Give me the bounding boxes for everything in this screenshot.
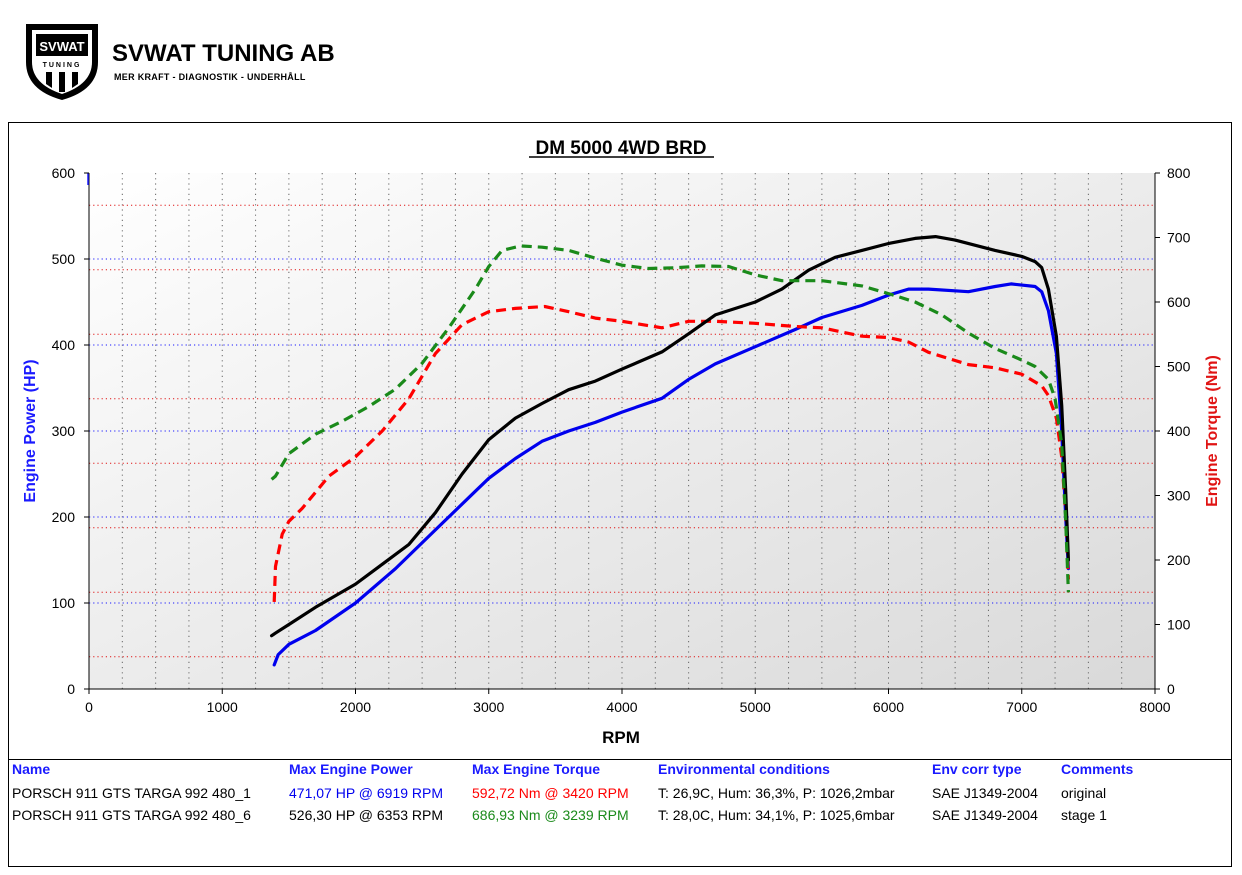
x-tick-label: 1000 <box>207 699 238 715</box>
axes: 0 1000 2000 3000 4000 5000 6000 7000 80000100200… <box>52 165 1191 715</box>
y2-tick-label: 500 <box>1167 359 1191 375</box>
header-max-power: Max Engine Power <box>289 761 413 777</box>
row1-comments: original <box>1061 785 1107 801</box>
logo-badge-bottom: TUNING <box>43 62 82 69</box>
row2-max-power: 526,30 HP @ 6353 RPM <box>289 807 444 823</box>
row1-name: PORSCH 911 GTS TARGA 992 480_1 <box>12 785 251 801</box>
row1-env: T: 26,9C, Hum: 36,3%, P: 1026,2mbar <box>658 785 895 801</box>
y-tick-label: 600 <box>52 165 76 181</box>
row1-max-torque: 592,72 Nm @ 3420 RPM <box>472 785 629 801</box>
dyno-chart-frame: 0 1000 2000 3000 4000 5000 6000 7000 8000 0 100 200… <box>8 122 1232 760</box>
header-comments: Comments <box>1061 761 1134 777</box>
y-tick-label: 500 <box>52 251 76 267</box>
x-tick-label: 6000 <box>873 699 904 715</box>
x-tick-label: 2000 <box>340 699 371 715</box>
plot-area <box>89 173 1155 689</box>
header-name: Name <box>12 761 51 777</box>
series-power-original <box>272 282 1070 667</box>
x-tick-label: 4000 <box>606 699 637 715</box>
x-tick-label: 5000 <box>740 699 771 715</box>
series-group <box>270 235 1070 667</box>
header-max-torque: Max Engine Torque <box>472 761 601 777</box>
y-tick-label: 0 <box>67 681 75 697</box>
x-tick-label: 7000 <box>1006 699 1037 715</box>
y-axis-label-power: Engine Power (HP) <box>22 359 39 502</box>
y2-tick-label: 300 <box>1167 488 1191 504</box>
row1-max-power: 471,07 HP @ 6919 RPM <box>289 785 444 801</box>
x-tick-label: 3000 <box>473 699 504 715</box>
y2-tick-label: 0 <box>1167 681 1175 697</box>
logo-company-name: SVWAT TUNING AB <box>112 40 335 67</box>
series-power-stage1 <box>270 235 1070 638</box>
y2-axis-label-torque: Engine Torque (Nm) <box>1204 355 1221 507</box>
logo-tagline: MER KRAFT - DIAGNOSTIK - UNDERHÅLL <box>114 72 306 82</box>
row2-comments: stage 1 <box>1061 807 1107 823</box>
y-tick-label: 200 <box>52 509 76 525</box>
row2-env: T: 28,0C, Hum: 34,1%, P: 1025,6mbar <box>658 807 895 823</box>
logo-badge-top: SVWAT <box>39 39 84 54</box>
row2-name: PORSCH 911 GTS TARGA 992 480_6 <box>12 807 251 823</box>
chart-title: DM 5000 4WD BRD <box>535 138 706 159</box>
row1-env-corr: SAE J1349-2004 <box>932 785 1038 801</box>
company-logo: SVWAT TUNING SVWAT TUNING AB MER KRAFT -… <box>8 8 354 113</box>
y-tick-label: 100 <box>52 595 76 611</box>
dyno-chart: 0 1000 2000 3000 4000 5000 6000 7000 80000100200… <box>22 138 1221 747</box>
row2-env-corr: SAE J1349-2004 <box>932 807 1038 823</box>
y2-tick-label: 100 <box>1167 617 1191 633</box>
results-table: Name Max Engine Power Max Engine Torque … <box>8 759 1232 867</box>
y-tick-label: 400 <box>52 337 76 353</box>
series-torque-original <box>272 304 1070 602</box>
y2-tick-label: 800 <box>1167 165 1191 181</box>
x-tick-label: 0 <box>85 699 93 715</box>
y2-tick-label: 700 <box>1167 230 1191 246</box>
y2-tick-label: 200 <box>1167 552 1191 568</box>
header-env: Environmental conditions <box>658 761 830 777</box>
x-tick-label: 8000 <box>1139 699 1170 715</box>
y2-tick-label: 600 <box>1167 294 1191 310</box>
x-axis-label: RPM <box>602 728 640 747</box>
row2-max-torque: 686,93 Nm @ 3239 RPM <box>472 807 629 823</box>
header-env-corr: Env corr type <box>932 761 1022 777</box>
y-tick-label: 300 <box>52 423 76 439</box>
svwat-shield-icon: SVWAT TUNING <box>26 24 98 100</box>
y2-tick-label: 400 <box>1167 423 1191 439</box>
